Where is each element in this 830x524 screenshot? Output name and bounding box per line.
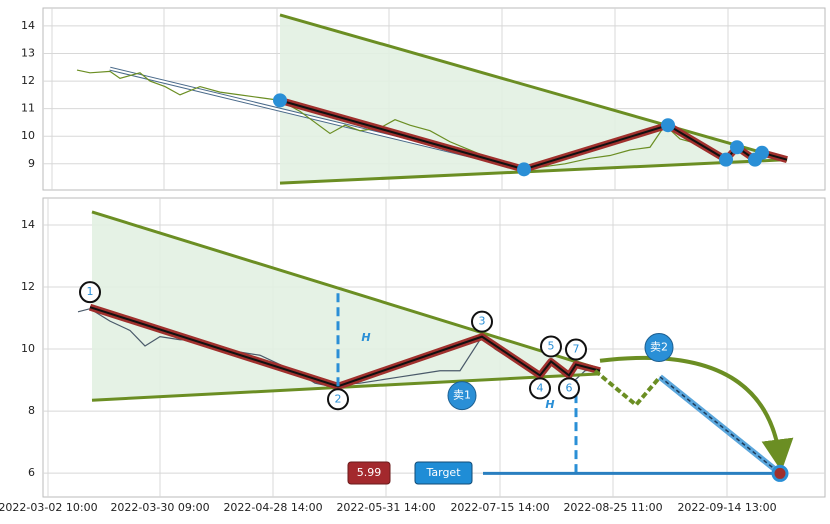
pivot-dot — [719, 152, 733, 167]
y-tick-label: 11 — [21, 102, 35, 115]
x-tick-label: 2022-04-28 14:00 — [223, 501, 322, 514]
x-tick-label: 2022-07-15 14:00 — [450, 501, 549, 514]
pivot-marker — [540, 335, 562, 358]
y-tick-label: 12 — [21, 74, 35, 87]
x-tick-label: 2022-09-14 13:00 — [677, 501, 776, 514]
forecast-arrow — [599, 355, 794, 472]
pivot-dot — [661, 118, 675, 133]
sell-label: 卖2 — [650, 341, 668, 354]
height-label: H — [545, 398, 554, 411]
x-tick-label: 2022-03-02 10:00 — [0, 501, 98, 514]
y-tick-label: 8 — [28, 404, 35, 417]
pivot-marker — [558, 377, 580, 400]
pivot-label: 1 — [87, 285, 94, 298]
pivot-dot — [755, 145, 769, 160]
x-tick-label: 2022-08-25 11:00 — [563, 501, 662, 514]
pivot-marker — [565, 338, 587, 361]
target-value: 5.99 — [357, 466, 382, 479]
target-point — [771, 464, 789, 482]
lower-trend-line — [279, 158, 788, 185]
upper-trend-line — [279, 13, 788, 162]
y-tick-label: 10 — [21, 342, 35, 355]
price-line — [76, 69, 788, 170]
sell-point — [644, 333, 674, 362]
pattern-area — [92, 211, 600, 401]
target-value-box — [347, 461, 391, 485]
target-button — [414, 461, 473, 485]
pivot-label: 4 — [537, 381, 544, 394]
y-tick-label: 13 — [21, 47, 35, 60]
y-tick-label: 14 — [21, 19, 35, 32]
zigzag-core — [89, 306, 601, 388]
upper-trend-line — [91, 210, 601, 371]
y-tick-label: 10 — [21, 129, 35, 142]
pivot-label: 3 — [479, 315, 486, 328]
y-tick-label: 6 — [28, 466, 35, 479]
pivot-dot — [730, 140, 744, 155]
x-tick-label: 2022-03-30 09:00 — [110, 501, 209, 514]
pivot-marker — [327, 388, 349, 411]
target-path-core — [659, 376, 781, 475]
pivot-label: 5 — [548, 339, 555, 352]
projection-line — [593, 369, 662, 408]
pivot-dot — [273, 93, 287, 108]
x-tick-label: 2022-05-31 14:00 — [336, 501, 435, 514]
y-tick-label: 14 — [21, 218, 35, 231]
y-tick-label: 9 — [28, 157, 35, 170]
pivot-marker — [79, 281, 101, 304]
pivot-label: 2 — [335, 392, 342, 405]
y-tick-label: 12 — [21, 280, 35, 293]
sell-label: 卖1 — [453, 389, 471, 402]
pivot-label: 7 — [573, 343, 580, 356]
pivot-marker — [529, 377, 551, 400]
pivot-label: 6 — [566, 381, 573, 394]
target-button-label: Target — [425, 466, 461, 479]
pivot-marker — [471, 310, 493, 333]
height-label: H — [361, 331, 370, 344]
sell-point — [447, 381, 477, 411]
pivot-dot — [517, 162, 531, 177]
